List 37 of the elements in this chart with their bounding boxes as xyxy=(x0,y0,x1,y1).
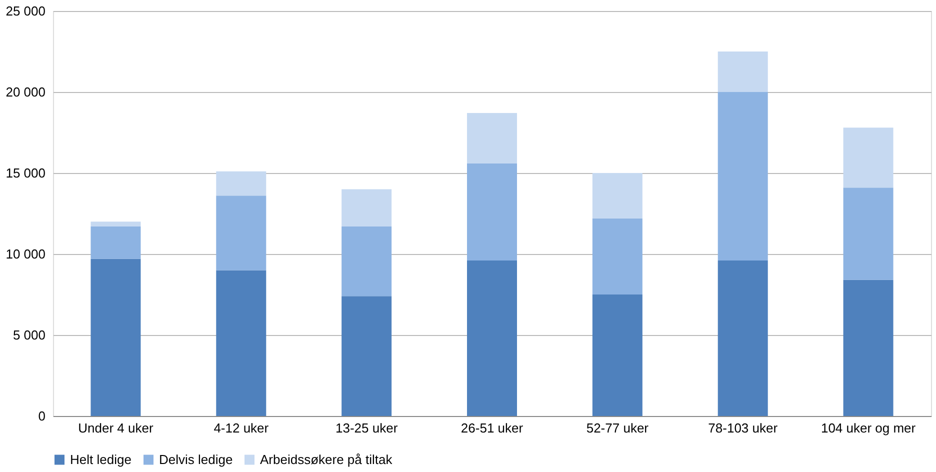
x-tick-label: 4-12 uker xyxy=(214,420,270,436)
legend-label: Helt ledige xyxy=(70,452,132,467)
bar xyxy=(342,226,392,296)
bar xyxy=(467,113,517,164)
bar xyxy=(216,196,266,270)
y-tick-label: 15 000 xyxy=(6,166,46,180)
bar xyxy=(90,258,141,416)
y-tick-label: 20 000 xyxy=(6,84,46,100)
bar xyxy=(592,173,642,218)
bar xyxy=(718,52,768,92)
legend-label: Delvis ledige xyxy=(159,452,233,467)
bar xyxy=(216,270,266,416)
bar xyxy=(843,280,894,416)
bar xyxy=(843,128,894,188)
bar xyxy=(718,92,768,260)
bar xyxy=(342,296,392,416)
y-tick-label: 0 xyxy=(38,408,46,424)
bar xyxy=(467,260,517,416)
x-tick-label: 78-103 uker xyxy=(708,420,778,436)
bar xyxy=(90,226,141,259)
bar xyxy=(843,188,894,280)
x-tick-label: 104 uker og mer xyxy=(820,420,916,436)
bar xyxy=(718,260,768,416)
y-tick-label: 25 000 xyxy=(6,4,46,18)
x-tick-label: 26-51 uker xyxy=(460,420,524,436)
y-tick-label: 10 000 xyxy=(6,246,46,262)
bar xyxy=(342,189,392,226)
x-tick-label: 13-25 uker xyxy=(335,420,398,436)
x-tick-label: 52-77 uker xyxy=(586,420,650,436)
bar xyxy=(592,218,642,294)
x-tick-label: Under 4 uker xyxy=(78,420,154,436)
legend-label: Arbeidssøkere på tiltak xyxy=(260,452,393,467)
bar xyxy=(592,294,642,416)
bar xyxy=(90,222,141,226)
bar xyxy=(467,163,517,260)
y-tick-label: 5 000 xyxy=(12,328,46,342)
bar xyxy=(216,171,266,196)
